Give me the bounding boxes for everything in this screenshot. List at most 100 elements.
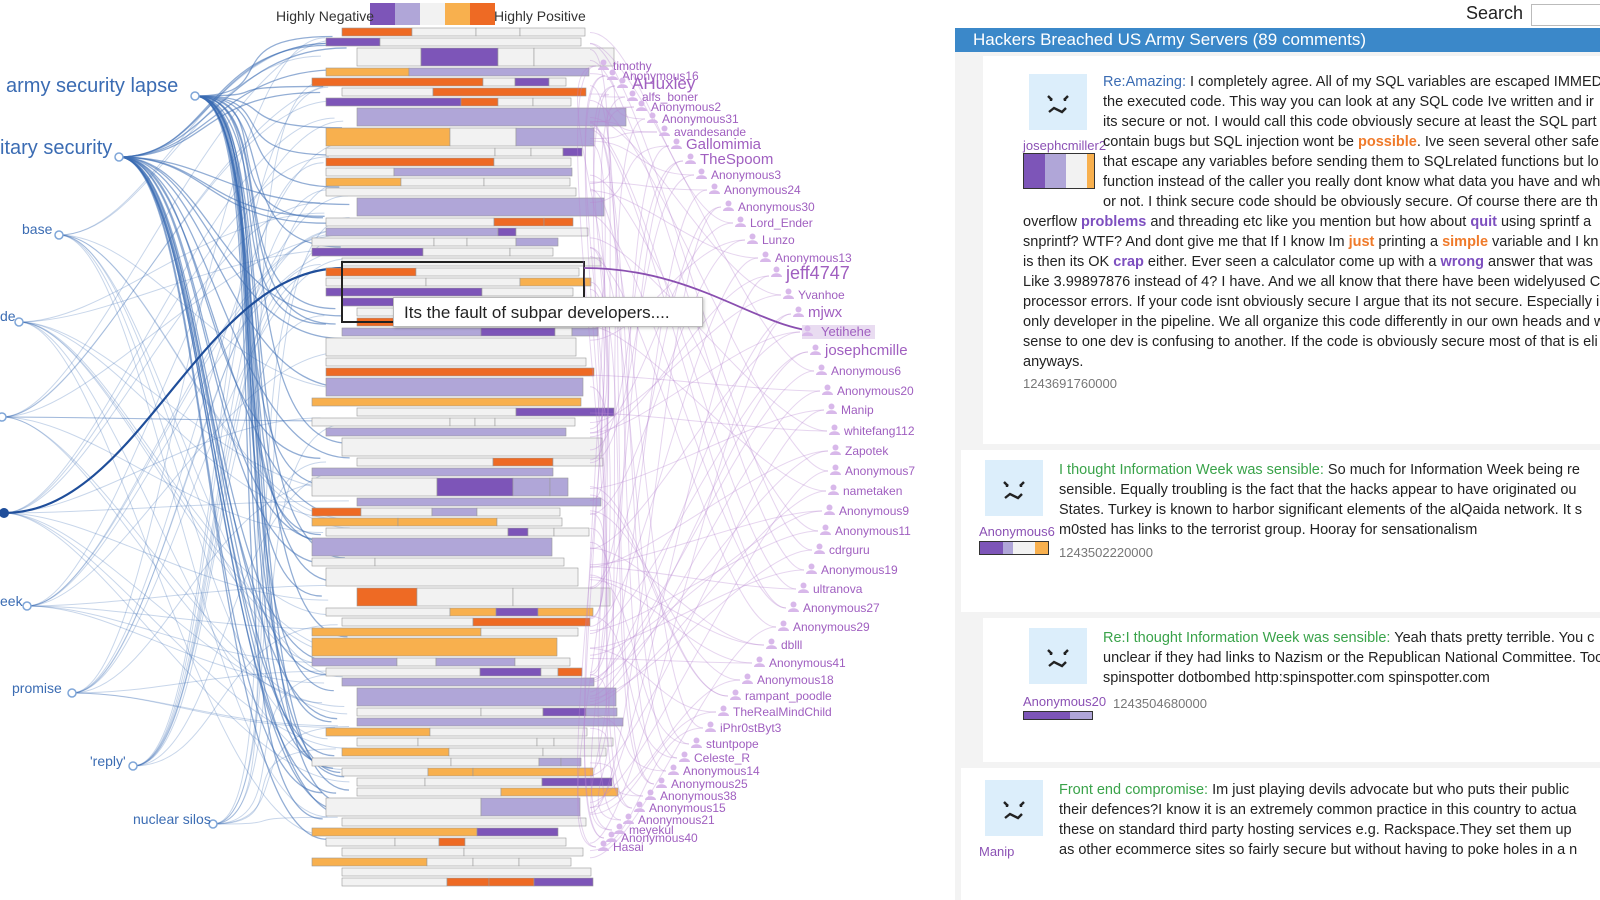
comment-text-line: its secure or not. I would call this cod… — [1103, 112, 1597, 132]
user-name[interactable]: alfs_boner — [627, 90, 698, 104]
user-name[interactable]: Anonymous21 — [623, 813, 715, 827]
user-name[interactable]: Gallomimia — [671, 137, 761, 152]
keyword-label[interactable]: base — [22, 221, 53, 237]
user-name[interactable]: mjwx — [793, 305, 842, 320]
comment-sentiment-bar — [325, 37, 582, 47]
user-name[interactable]: Anonymous18 — [742, 673, 834, 687]
user-icon — [705, 721, 716, 733]
user-name[interactable]: Anonymous7 — [830, 464, 915, 478]
user-name[interactable]: timothy — [598, 59, 652, 73]
comment-card[interactable]: Manip Front end compromise: Im just playi… — [961, 768, 1600, 900]
user-name[interactable]: Lunzo — [747, 233, 795, 247]
user-name[interactable]: nametaken — [828, 484, 902, 498]
user-name[interactable]: Anonymous16 — [607, 69, 699, 83]
user-name[interactable]: Zapotek — [830, 444, 888, 458]
comment-subject: I thought Information Week was sensible: — [1059, 462, 1324, 478]
comment-sentiment-summary — [1023, 153, 1095, 189]
user-icon — [696, 168, 707, 180]
comment-text: is then its OK — [1023, 254, 1114, 270]
user-name[interactable]: Anonymous2 — [636, 100, 721, 114]
user-name[interactable]: josephcmille — [810, 343, 908, 358]
comment-text: function instead of the caller you reall… — [1103, 174, 1600, 190]
user-name[interactable]: stuntpope — [691, 737, 759, 751]
comment-text-line: processor errors. If your code isnt obvi… — [1023, 292, 1599, 312]
keyword-label[interactable]: 'reply' — [90, 753, 126, 769]
comment-author[interactable]: Anonymous20 — [1023, 694, 1107, 709]
user-name[interactable]: ultranova — [798, 582, 862, 596]
comment-text: only developer in the pipeline. We all o… — [1023, 314, 1600, 330]
user-name[interactable]: meyekul — [614, 823, 674, 837]
user-name[interactable]: Anonymous6 — [816, 364, 901, 378]
user-name[interactable]: Manip — [826, 403, 874, 417]
user-name[interactable]: Anonymous27 — [788, 601, 880, 615]
user-name[interactable]: Yetihehe — [802, 324, 876, 339]
keyword-label[interactable]: eek — [0, 593, 23, 609]
user-name[interactable]: Anonymous40 — [606, 831, 698, 845]
user-icon — [806, 563, 817, 575]
comment-timestamp: 1243502220000 — [1059, 545, 1153, 560]
comment-author[interactable]: Manip — [979, 844, 1015, 859]
user-name[interactable]: Anonymous41 — [754, 656, 846, 670]
comment-card[interactable]: Anonymous20 Re:I thought Information Week… — [983, 618, 1600, 762]
thread-title[interactable]: Hackers Breached US Army Servers (89 com… — [955, 28, 1600, 52]
user-name[interactable]: Anonymous24 — [709, 183, 801, 197]
comment-sentiment-bar — [325, 837, 567, 847]
user-name[interactable]: Anonymous11 — [820, 524, 911, 538]
user-name[interactable]: dblll — [766, 638, 802, 652]
user-name[interactable]: Anonymous15 — [634, 801, 726, 815]
legend-swatch — [395, 3, 420, 25]
user-name[interactable]: Celeste_R — [679, 751, 750, 765]
comment-sentiment-bar — [356, 587, 611, 607]
user-icon — [656, 777, 667, 789]
user-icon — [614, 823, 625, 835]
comment-text-line: the executed code. This way you can look… — [1103, 92, 1594, 112]
user-name[interactable]: Anonymous9 — [824, 504, 909, 518]
user-icon — [645, 789, 656, 801]
user-name[interactable]: Anonymous30 — [723, 200, 815, 214]
comment-sentiment-bar — [325, 567, 579, 587]
keyword-label[interactable]: nuclear silos — [133, 811, 211, 827]
user-name[interactable]: Anonymous38 — [645, 789, 737, 803]
user-icon — [814, 543, 825, 555]
user-name[interactable]: jeff4747 — [771, 264, 850, 282]
comment-subject: Re:I thought Information Week was sensib… — [1103, 630, 1391, 646]
keyword-label[interactable]: promise — [12, 680, 62, 696]
user-name[interactable]: AHuxley — [617, 75, 695, 92]
user-name[interactable]: TheSpoom — [685, 152, 773, 167]
comment-sentiment-bar — [311, 397, 582, 407]
user-name[interactable]: Anonymous13 — [760, 251, 852, 265]
keyword-label[interactable]: de — [0, 308, 16, 324]
legend-swatch — [470, 3, 495, 25]
user-name[interactable]: Anonymous31 — [647, 112, 739, 126]
comment-text: either. Ever seen a calculator come up w… — [1143, 254, 1441, 270]
user-name[interactable]: Lord_Ender — [735, 216, 813, 230]
keyword-label[interactable]: army security lapse — [6, 75, 179, 97]
user-name[interactable]: Anonymous19 — [806, 563, 898, 577]
user-name[interactable]: rampant_poodle — [730, 689, 832, 703]
negative-word: quit — [1470, 214, 1497, 230]
user-name[interactable]: iPhr0stByt3 — [705, 721, 781, 735]
comment-author[interactable]: Anonymous6 — [979, 524, 1055, 539]
user-name[interactable]: TheRealMindChild — [718, 705, 832, 719]
comment-sentiment-bar — [325, 227, 589, 237]
user-name[interactable]: Anonymous29 — [778, 620, 870, 634]
user-name[interactable]: avandesande — [659, 125, 746, 139]
user-name[interactable]: Anonymous14 — [668, 764, 760, 778]
keyword-label[interactable]: itary security — [0, 137, 113, 159]
comment-card[interactable]: Anonymous6 I thought Information Week was… — [961, 450, 1600, 612]
user-icon — [723, 200, 734, 212]
user-name[interactable]: cdrguru — [814, 543, 870, 557]
comment-text: as other ecommerce sites so fairly secur… — [1059, 842, 1578, 858]
user-name[interactable]: Yvanhoe — [783, 288, 845, 302]
user-name[interactable]: Anonymous20 — [822, 384, 914, 398]
user-name[interactable]: Anonymous25 — [656, 777, 748, 791]
user-name[interactable]: Hasai — [598, 840, 644, 854]
comment-author[interactable]: josephcmiller2 — [1023, 138, 1107, 153]
user-name[interactable]: whitefang112 — [829, 424, 915, 438]
sentiment-segment — [1024, 154, 1045, 188]
comment-card[interactable]: josephcmiller2 Re:Amazing: I completely a… — [983, 56, 1600, 444]
comment-sentiment-bar — [356, 717, 624, 727]
user-name[interactable]: Anonymous3 — [696, 168, 781, 182]
search-input[interactable] — [1531, 4, 1600, 26]
comment-sentiment-bar — [325, 377, 584, 397]
